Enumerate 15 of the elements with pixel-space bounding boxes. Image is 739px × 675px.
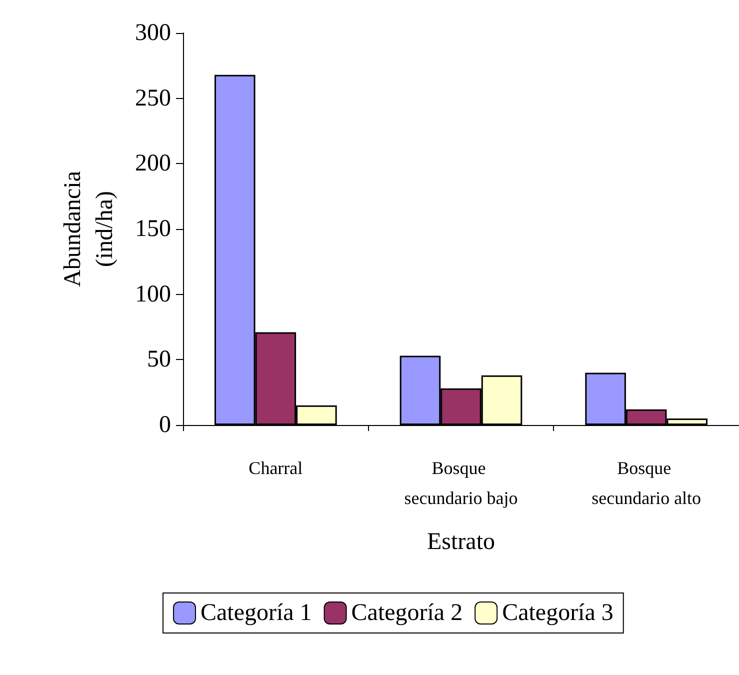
legend-label: Categoría 2 [351, 600, 463, 626]
y-tick-label: 250 [135, 85, 171, 112]
legend-label: Categoría 3 [502, 600, 614, 626]
x-axis-title: Estrato [427, 529, 495, 555]
y-tick-label: 100 [135, 281, 171, 308]
y-tick-label: 300 [135, 20, 171, 46]
x-tick-label: Bosque secundario alto [592, 458, 702, 508]
y-tick-label: 50 [147, 346, 171, 373]
legend-label: Categoría 1 [200, 600, 312, 626]
x-tick-label: Bosque secundario bajo [404, 458, 518, 508]
y-tick-label: 200 [135, 150, 171, 177]
y-axis-title: Abundancia (ind/ha) [60, 170, 118, 287]
x-tick-label: Charral [248, 458, 303, 478]
y-tick-label: 150 [135, 216, 171, 242]
y-tick-label: 0 [159, 412, 171, 438]
